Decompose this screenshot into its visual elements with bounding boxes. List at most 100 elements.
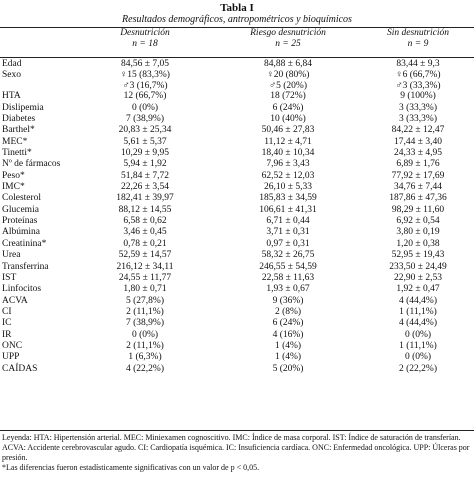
table-row: Diabetes 7 (38,9%) 10 (40%) 3 (33,3%) [0, 114, 474, 125]
row-label: Dislipemia [2, 102, 44, 113]
table-cell: 216,12 ± 34,11 [116, 261, 174, 272]
table-cell: 5,61 ± 5,37 [123, 136, 167, 147]
table-cell: 6,58 ± 0,62 [123, 216, 167, 227]
table-cell: 1 (11,1%) [399, 306, 437, 317]
table-cell: 182,41 ± 39,97 [116, 193, 174, 204]
table-cell: 1,20 ± 0,38 [396, 238, 440, 249]
row-label: Proteínas [2, 216, 38, 227]
row-label: Barthel* [2, 125, 35, 136]
table-cell: 0,97 ± 0,31 [266, 238, 310, 249]
table-cell: 3 (33,3%) [399, 102, 437, 113]
table-cell: 233,50 ± 24,49 [389, 261, 447, 272]
table-cell: ♀15 (83,3%) ♂3 (16,7%) [90, 70, 200, 91]
row-label: IC [2, 318, 12, 329]
table-legend: Leyenda: HTA: Hipertensión arterial. MEC… [2, 433, 472, 473]
table-cell: 88,12 ± 14,55 [118, 204, 172, 215]
column-header: Desnutrición n = 18 Riesgo desnutrición … [0, 28, 474, 56]
cell-value-female: ♀15 (83,3%) [120, 70, 170, 81]
table-cell: 1 (6,3%) [128, 352, 162, 363]
table-cell: 10,29 ± 9,95 [121, 148, 169, 159]
table-row: CI 2 (11,1%) 2 (8%) 1 (11,1%) [0, 307, 474, 318]
row-label: Diabetes [2, 114, 36, 125]
table-cell: 4 (22,2%) [126, 363, 164, 374]
table-cell: 1,93 ± 0,67 [266, 284, 310, 295]
table-row: Edad 84,56 ± 7,05 84,88 ± 6,84 83,44 ± 9,3 [0, 59, 474, 70]
row-label: CAÍDAS [2, 363, 38, 374]
table-cell: 52,95 ± 19,43 [391, 250, 445, 261]
row-label: Edad [2, 59, 22, 69]
top-rule [0, 27, 474, 28]
table-cell: 2 (8%) [274, 306, 302, 317]
table-cell: 6,71 ± 0,44 [266, 216, 310, 227]
table-cell: 5,94 ± 1,92 [123, 159, 167, 170]
row-label: Colesterol [2, 193, 42, 204]
table-cell: 3,46 ± 0,45 [123, 227, 167, 238]
table-cell: 83,44 ± 9,3 [396, 59, 440, 69]
table-cell: 22,90 ± 2,53 [394, 272, 442, 283]
table-cell: 12 (66,7%) [123, 91, 167, 102]
table-cell: 246,55 ± 54,59 [259, 261, 317, 272]
table-cell: 0 (0%) [404, 352, 432, 363]
table-cell: ♀6 (66,7%) ♂3 (33,3%) [362, 70, 474, 91]
table-cell: 1,92 ± 0,47 [396, 284, 440, 295]
table-cell: 24,33 ± 4,95 [394, 148, 442, 159]
table-cell: 11,12 ± 4,71 [264, 136, 312, 147]
table-cell: 1 (11,1%) [399, 340, 437, 351]
column-n: n = 9 [407, 39, 429, 49]
table-row: IC 7 (38,9%) 6 (24%) 4 (44,4%) [0, 318, 474, 329]
table-cell: 1,80 ± 0,71 [123, 284, 167, 295]
table-cell: 1 (4%) [274, 340, 302, 351]
table-row: Creatinina* 0,78 ± 0,21 0,97 ± 0,31 1,20 ± … [0, 239, 474, 250]
table-row: Sexo ♀15 (83,3%) ♂3 (16,7%) ♀20 (80%) ♂5 (20… [0, 70, 474, 91]
table-row: Urea 52,59 ± 14,57 58,32 ± 26,75 52,95 ± 19… [0, 250, 474, 261]
column-name: Riesgo desnutrición [250, 28, 326, 38]
cell-value-female: ♀20 (80%) [266, 70, 310, 81]
table-cell: 50,46 ± 27,83 [261, 125, 315, 136]
table-cell: 185,83 ± 34,59 [259, 193, 317, 204]
table-cell: 17,44 ± 3,40 [394, 136, 442, 147]
table-cell: 0 (0%) [131, 329, 159, 340]
table-row: IST 24,55 ± 11,77 22,58 ± 11,63 22,90 ± 2,5… [0, 273, 474, 284]
row-label: IR [2, 329, 12, 340]
table-row: Proteínas 6,58 ± 0,62 6,71 ± 0,44 6,92 ± 0,… [0, 216, 474, 227]
table-cell: 84,22 ± 12,47 [391, 125, 445, 136]
table-cell: 187,86 ± 47,36 [389, 193, 447, 204]
table-row: Peso* 51,84 ± 7,72 62,52 ± 12,03 77,92 ± 17… [0, 171, 474, 182]
table-cell: 20,83 ± 25,34 [118, 125, 172, 136]
table-row: Transferrina 216,12 ± 34,11 246,55 ± 54,59… [0, 262, 474, 273]
table-cell: 3 (33,3%) [399, 114, 437, 125]
table-cell: 62,52 ± 12,03 [261, 170, 315, 181]
cell-value-male: ♂3 (16,7%) [122, 80, 168, 91]
table-cell: 51,84 ± 7,72 [121, 170, 169, 181]
table-row: Albúmina 3,46 ± 0,45 3,71 ± 0,31 3,80 ± 0,1… [0, 227, 474, 238]
table-cell: 18,40 ± 10,34 [261, 148, 315, 159]
table-cell: 22,58 ± 11,63 [261, 272, 315, 283]
table-cell: 7 (38,9%) [126, 114, 164, 125]
table-cell: 3,80 ± 0,19 [396, 227, 440, 238]
row-label: Glucemia [2, 204, 39, 215]
column-header-riesgo: Riesgo desnutrición n = 25 [218, 28, 358, 50]
row-label: ACVA [2, 295, 28, 306]
table-cell: 0 (0%) [404, 329, 432, 340]
table-subtitle: Resultados demográficos, antropométricos… [122, 14, 352, 25]
table-cell: 3,71 ± 0,31 [266, 227, 310, 238]
row-label: HTA [2, 91, 21, 102]
table-row: Linfocitos 1,80 ± 0,71 1,93 ± 0,67 1,92 ± 0… [0, 284, 474, 295]
table-cell: 24,55 ± 11,77 [118, 272, 172, 283]
table-row: Barthel* 20,83 ± 25,34 50,46 ± 27,83 84,22 … [0, 125, 474, 136]
table-cell: 4 (44,4%) [399, 318, 437, 329]
row-label: Albúmina [2, 227, 40, 238]
table-row: IMC* 22,26 ± 3,54 26,10 ± 5,33 34,76 ± 7,44 [0, 182, 474, 193]
row-label: Linfocitos [2, 284, 42, 295]
table-row: IR 0 (0%) 4 (16%) 0 (0%) [0, 330, 474, 341]
bottom-rule [0, 430, 474, 431]
table-row: ONC 2 (11,1%) 1 (4%) 1 (11,1%) [0, 341, 474, 352]
table-cell: 5 (27,8%) [126, 295, 164, 306]
cell-value-male: ♂3 (33,3%) [395, 80, 441, 91]
table-row: CAÍDAS 4 (22,2%) 5 (20%) 2 (22,2%) [0, 364, 474, 375]
table-cell: 1 (4%) [274, 352, 302, 363]
table-cell: 7,96 ± 3,43 [266, 159, 310, 170]
row-label: Transferrina [2, 261, 49, 272]
table-cell: 9 (100%) [400, 91, 436, 102]
